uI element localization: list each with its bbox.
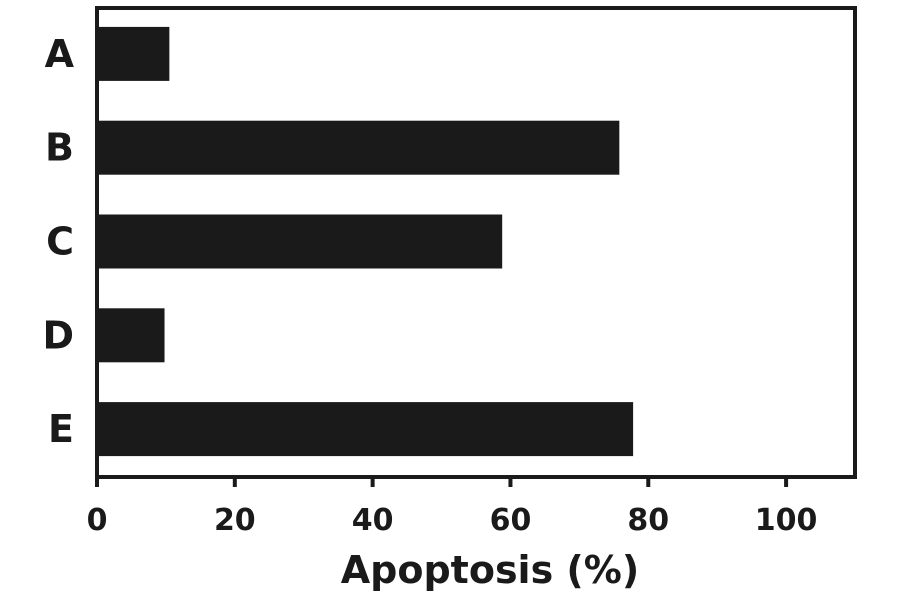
category-label-c: C: [46, 220, 74, 264]
category-label-b: B: [45, 126, 74, 170]
x-tick-label: 40: [352, 503, 394, 538]
bars-group: [97, 26, 634, 457]
category-label-a: A: [45, 32, 75, 76]
x-tick-label: 100: [755, 503, 818, 538]
category-label-d: D: [42, 313, 74, 357]
x-tick-label: 20: [214, 503, 256, 538]
bar-d: [97, 308, 165, 363]
x-axis-title: Apoptosis (%): [341, 548, 640, 592]
bar-a: [97, 26, 170, 81]
bar-e: [97, 402, 634, 457]
bar-c: [97, 214, 503, 269]
category-label-e: E: [48, 407, 74, 451]
x-ticks-group: 0 20 40 60 80 100: [87, 477, 818, 538]
category-labels-group: A B C D E: [42, 32, 74, 451]
x-tick-label: 80: [627, 503, 669, 538]
x-tick-label: 0: [87, 503, 108, 538]
plot-frame: [95, 6, 857, 479]
x-tick-label: 60: [490, 503, 532, 538]
bar-b: [97, 120, 620, 175]
